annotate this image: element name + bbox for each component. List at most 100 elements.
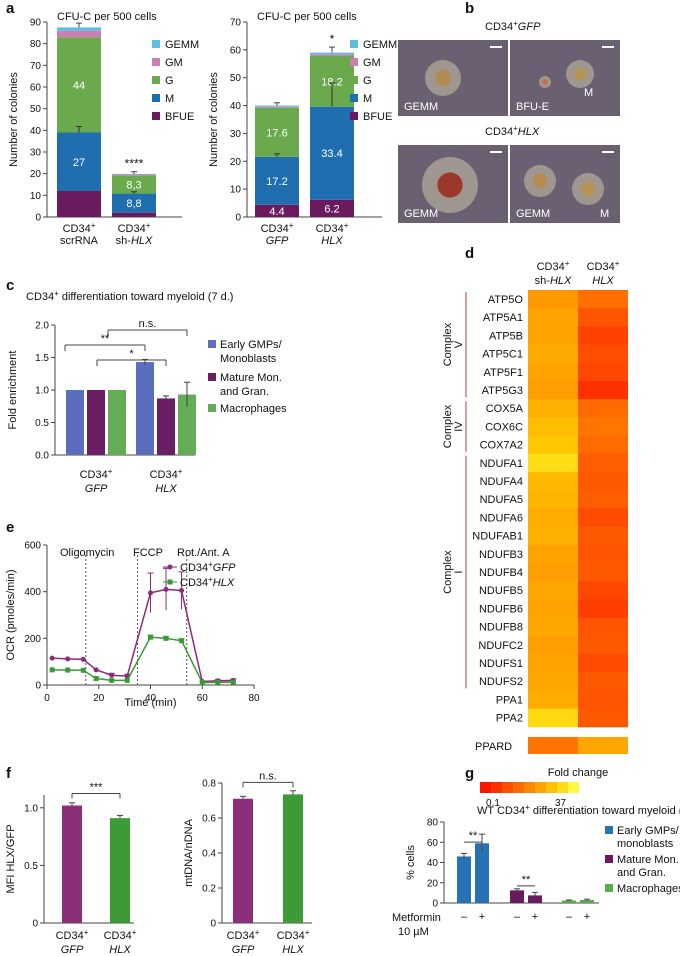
heatmap-cell-NDUFS1-0 [528,654,578,673]
chart-c-y-ticklabel-0: 0.0 [35,451,49,462]
chart-e-y-ticklabel-3: 600 [24,541,41,552]
heatmap-row-NDUFB6: NDUFB6 [479,603,523,615]
chart-f1-xlabel-0: CD34+ [56,928,89,942]
heatmap-cell-COX7A2-0 [528,435,578,455]
heatmap-cell-NDUFA6-1 [578,508,628,528]
chart-c-bar-1-2 [178,394,196,455]
chart-f2-y-ticklabel-0: 0 [210,919,216,930]
chart-e-y-ticklabel-0: 0 [35,681,41,692]
panel-letter-a: a [6,0,15,17]
heatmap-cell-ATP5C1-0 [528,344,578,364]
chart-g-legend-0b: monoblasts [617,838,674,850]
chart-a1-y-ticklabel-2: 20 [30,169,42,180]
chart-e-point-0-0 [49,655,55,661]
heatmap-row-NDUFA5: NDUFA5 [480,494,523,506]
chart-g-sig-1: ** [522,874,531,886]
chart-e-legend-mark-0 [167,564,173,570]
colorbar-step-6 [546,782,557,793]
chart-g-sign-0-1: + [479,911,485,923]
colorbar-min: 0.1 [486,798,500,809]
heatmap-row-NDUFB3: NDUFB3 [479,549,523,561]
chart-c-title: CD34+ differentiation toward myeloid (7 … [26,289,233,303]
heatmap-row-ATP5G3: ATP5G3 [482,385,523,397]
heatmap-cell-NDUFS2-1 [578,672,628,691]
panel-letter-e: e [6,519,14,536]
heatmap-cell-NDUFA5-1 [578,490,628,509]
heatmap-cell-NDUFB3-1 [578,544,628,564]
chart-a1-bar-0-bfue [57,191,101,217]
chart-a2-legend-2: G [363,75,372,87]
chart-e-xticklabel-3: 60 [197,693,209,704]
chart-a2-sig-1: * [330,32,335,46]
heatmap-row-COX7A2: COX7A2 [480,440,523,452]
chart-e-annotation-1: FCCP [133,547,163,559]
colorbar-step-1 [491,782,502,793]
heatmap-cell-ATP5C1-1 [578,344,628,364]
chart-g-sign-1-0: – [514,911,521,923]
heatmap-cell-PPA2-1 [578,708,628,728]
chart-c-sig-1-label: * [129,348,134,360]
micrograph-hlx-gemm [398,145,508,223]
chart-e-point-1-9 [199,680,205,686]
chart-c-bar-1-1 [157,398,175,455]
heatmap-row-NDUFAB1: NDUFAB1 [472,531,523,543]
chart-f1-bar-0 [62,805,82,923]
chart-a1-bar-1-g [112,175,156,194]
chart-c-legend-1: Mature Mon. [220,372,282,384]
heatmap-cell-NDUFS1-1 [578,654,628,673]
chart-a1-y-ticklabel-9: 90 [30,18,42,29]
chart-e-xticklabel-2: 40 [145,693,157,704]
chart-a2-xlabel-1-a: CD34+ [316,221,349,235]
chart-a2-y-ticklabel-1: 10 [230,185,242,196]
chart-a1-legend-4: BFUE [165,111,194,123]
heatmap-cell-PPA1-1 [578,690,628,710]
colorbar-step-4 [524,782,535,793]
heatmap-cell-NDUFB6-1 [578,599,628,619]
chart-a1-bar-1-gm [112,174,156,176]
chart-f1-ylabel: MFI HLX/GFP [5,824,17,893]
chart-a2-legend-swatch-0 [350,40,358,48]
chart-a2-bar-0-m [255,156,299,205]
chart-f1-xlabel-1: CD34+ [104,928,137,942]
heatmap-cell-ATP5F1-1 [578,362,628,382]
chart-e-point-1-3 [93,675,99,681]
heatmap-row-NDUFS1: NDUFS1 [479,658,523,670]
chart-f2-xlabel-hlx: HLX [282,944,304,956]
heatmap-row-NDUFA6: NDUFA6 [480,512,523,524]
panel-letter-d: d [465,245,474,262]
chart-a1-bar-0-g [57,37,101,133]
heatmap-col-1-a: CD34+ [587,259,620,273]
chart-c-sig-2-label: n.s. [139,318,157,330]
chart-g-bar-2-0 [562,900,576,903]
chart-c-y-ticklabel-2: 1.0 [35,386,49,397]
chart-e-xticklabel-0: 0 [44,693,50,704]
chart-c-bar-0-1 [87,390,105,455]
heatmap-cell-ATP5B-1 [578,326,628,346]
chart-a1-bar-0-gemm [57,27,101,31]
heatmap-row-ATP5O: ATP5O [488,294,524,306]
chart-c-bar-0-0 [66,390,84,455]
chart-a2-bar-0-gemm [255,105,299,107]
chart-c-y-ticklabel-4: 2.0 [35,321,49,332]
chart-f2-xlabel-1: CD34+ [277,928,310,942]
heatmap-ppard-cell-0 [528,737,578,754]
chart-a1-legend-1: GM [165,57,183,69]
b-title-hlx-cd34: CD34+HLX [485,124,540,138]
chart-a2-bar-1-gm [310,54,354,56]
heatmap-row-ATP5F1: ATP5F1 [483,367,523,379]
a2-xlabel-hlx: HLX [321,235,343,247]
heatmap-row-NDUFA4: NDUFA4 [480,476,523,488]
chart-c-bar-0-2 [108,390,126,455]
heatmap-cell-ATP5A1-1 [578,308,628,327]
colorbar-step-3 [513,782,524,793]
heatmap-cell-NDUFB8-0 [528,617,578,637]
chart-f1-y-ticklabel-0: 0 [32,919,38,930]
chart-e-annotation-0: Oligomycin [60,547,114,559]
heatmap-cell-ATP5B-0 [528,326,578,346]
chart-e-point-1-6 [148,634,153,640]
chart-e-point-1-0 [49,667,55,673]
chart-a2-bar-0-bfue [255,204,299,217]
heatmap-row-NDUFC2: NDUFC2 [478,640,523,652]
heatmap-cell-NDUFB6-0 [528,599,578,619]
chart-e-line-1 [52,636,234,684]
